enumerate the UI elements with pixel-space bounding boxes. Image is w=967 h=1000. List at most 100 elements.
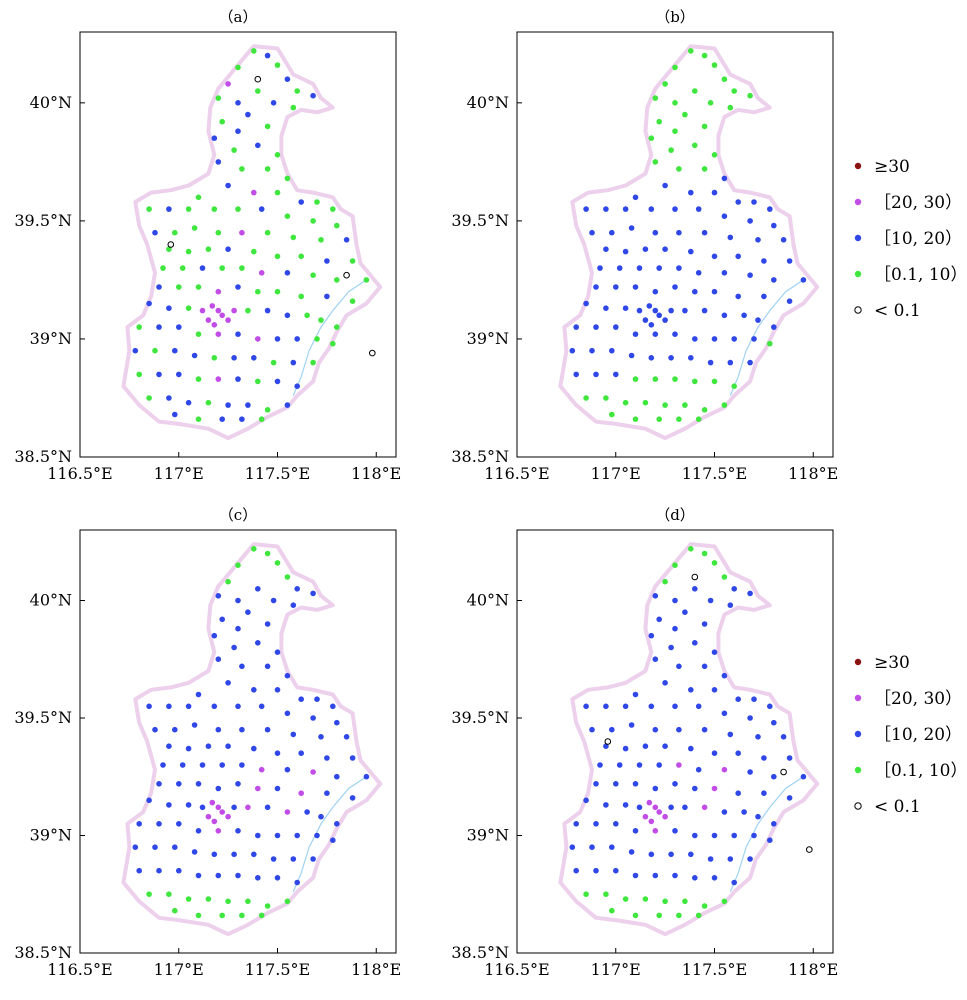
- station-point: [711, 832, 718, 839]
- station-point: [628, 849, 635, 855]
- station-point: [270, 100, 277, 106]
- station-point: [211, 851, 218, 858]
- station-point: [191, 352, 198, 359]
- station-point: [695, 766, 702, 773]
- legend-label: < 0.1: [874, 797, 921, 817]
- station-point: [603, 206, 609, 212]
- station-point: [146, 300, 152, 307]
- station-point: [727, 234, 734, 241]
- station-point: [652, 307, 659, 314]
- station-point: [692, 785, 698, 792]
- y-tick-label: 38.5°N: [451, 447, 509, 466]
- station-point: [205, 246, 212, 252]
- station-point: [215, 804, 222, 811]
- station-point: [701, 663, 708, 670]
- station-point: [185, 399, 192, 406]
- station-point: [735, 750, 741, 756]
- station-point: [672, 703, 678, 710]
- station-point: [195, 872, 202, 879]
- station-point: [235, 562, 241, 568]
- station-point: [707, 856, 714, 862]
- station-point: [682, 307, 688, 314]
- station-point: [215, 331, 222, 338]
- station-point: [692, 288, 698, 295]
- station-point: [239, 762, 245, 768]
- station-point: [613, 821, 619, 827]
- station-point: [622, 896, 629, 902]
- station-point: [721, 312, 728, 319]
- station-point: [767, 340, 773, 347]
- station-point: [662, 246, 668, 252]
- station-point: [731, 586, 737, 592]
- station-point: [334, 773, 340, 780]
- station-point: [290, 234, 297, 241]
- station-point: [172, 844, 178, 850]
- station-point: [334, 719, 340, 726]
- station-point: [176, 284, 182, 290]
- station-point: [343, 734, 350, 740]
- x-tick-label: 116.5°E: [484, 464, 549, 483]
- station-point: [310, 715, 316, 721]
- station-point: [727, 602, 734, 608]
- station-point: [695, 270, 702, 276]
- station-point: [294, 383, 301, 390]
- station-point: [298, 750, 305, 756]
- station-point: [324, 258, 330, 264]
- station-point: [235, 331, 241, 338]
- station-point: [747, 856, 753, 862]
- station-point: [692, 875, 698, 881]
- station-point: [166, 891, 172, 897]
- station-point: [701, 307, 708, 314]
- station-point: [721, 710, 728, 717]
- station-point: [656, 265, 662, 271]
- station-point: [751, 832, 757, 839]
- station-point: [132, 347, 139, 354]
- station-point: [682, 609, 688, 615]
- station-point: [593, 781, 599, 787]
- station-point: [668, 804, 674, 811]
- x-tick-label: 117°E: [591, 464, 641, 483]
- station-point: [363, 277, 370, 283]
- station-point: [636, 804, 643, 811]
- station-point: [735, 199, 741, 205]
- station-point: [711, 189, 718, 196]
- station-point: [573, 324, 579, 330]
- station-point: [747, 715, 753, 721]
- station-point: [800, 277, 807, 283]
- station-point: [767, 703, 773, 710]
- station-point: [632, 781, 639, 787]
- station-point: [334, 324, 340, 330]
- station-point-low: [167, 241, 175, 248]
- station-point: [245, 898, 251, 905]
- station-point: [156, 371, 162, 378]
- station-point: [589, 844, 595, 850]
- station-point: [721, 175, 728, 182]
- station-point: [156, 781, 162, 787]
- station-point: [298, 293, 305, 300]
- station-point: [264, 903, 271, 909]
- station-point: [593, 371, 599, 378]
- station-point: [656, 762, 662, 768]
- station-point: [656, 118, 662, 125]
- station-point-low: [604, 738, 612, 745]
- station-point: [636, 307, 643, 314]
- station-point: [648, 703, 655, 710]
- y-tick-label: 39°N: [30, 826, 72, 845]
- station-point: [195, 194, 202, 201]
- station-point: [616, 762, 623, 768]
- station-point: [310, 769, 316, 775]
- station-point: [219, 762, 225, 768]
- station-point: [636, 762, 643, 768]
- y-tick-label: 39.5°N: [14, 211, 72, 230]
- station-point: [166, 395, 172, 401]
- station-point: [603, 395, 609, 401]
- station-point: [573, 821, 579, 827]
- station-point: [593, 324, 599, 330]
- x-tick-label: 117°E: [591, 960, 641, 979]
- station-point: [688, 687, 694, 693]
- station-point: [735, 696, 741, 702]
- station-point: [701, 229, 708, 236]
- station-point: [310, 359, 316, 366]
- station-point: [219, 312, 225, 319]
- station-point: [251, 687, 257, 693]
